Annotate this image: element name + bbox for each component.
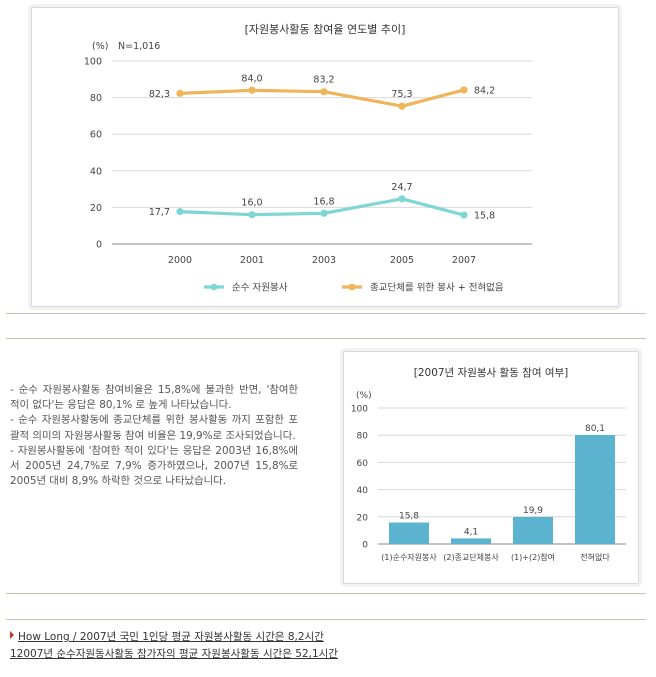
x-tick-label: 2005 (390, 255, 414, 266)
data-label: 84,2 (474, 85, 495, 96)
description: - 순수 자원봉사활동 참여비율은 15,8%에 불과한 반면, '참여한 적이… (10, 383, 298, 489)
legend-label: 종교단체를 위한 봉사 + 전혀없음 (370, 282, 504, 294)
y-tick-label: 20 (357, 513, 369, 523)
data-point (460, 211, 468, 219)
x-tick-label: 2007 (452, 255, 476, 266)
data-label: 17,7 (149, 207, 170, 218)
divider-top (6, 313, 646, 314)
unit-label: (%) (356, 391, 372, 401)
data-point (460, 86, 468, 94)
x-tick-label: (1)순수자원봉사 (381, 553, 437, 562)
description-line: - 순수 자원봉사활동에 종교단체를 위한 봉사활동 까지 포함한 포괄적 의미… (10, 414, 298, 442)
y-tick-label: 40 (357, 486, 369, 496)
data-label: 24,7 (391, 182, 412, 193)
legend-marker (348, 283, 356, 291)
sample-size-note: N=1,016 (118, 41, 160, 52)
y-tick-label: 80 (357, 432, 369, 442)
link-how-long[interactable]: How Long / 2007년 국민 1인당 평균 자원봉사활동 시간은 8,… (18, 631, 324, 643)
chart-title: [2007년 자원봉사 활동 참여 여부] (414, 366, 569, 379)
legend-marker (210, 283, 218, 291)
data-label: 16,8 (313, 196, 334, 207)
data-label: 4,1 (464, 527, 478, 537)
y-tick-label: 40 (90, 166, 102, 177)
data-label: 84,0 (241, 73, 262, 84)
y-tick-label: 100 (351, 405, 368, 415)
data-label: 19,9 (523, 506, 543, 516)
data-label: 15,8 (399, 512, 419, 522)
link-row: How Long / 2007년 국민 1인당 평균 자원봉사활동 시간은 8,… (10, 629, 338, 646)
legend-label: 순수 자원봉사 (232, 283, 288, 294)
divider-lower (6, 593, 646, 594)
y-tick-label: 60 (90, 130, 102, 141)
data-point (320, 209, 328, 217)
bar (513, 516, 553, 544)
data-point (248, 86, 256, 94)
data-point (398, 102, 406, 110)
data-label: 83,2 (313, 75, 334, 86)
unit-label: (%) (92, 41, 108, 52)
x-tick-label: 2000 (168, 255, 192, 266)
data-label: 80,1 (585, 424, 605, 434)
y-tick-label: 60 (357, 459, 369, 469)
y-tick-label: 20 (90, 203, 102, 214)
line-chart-panel: [자원봉사활동 참여율 연도별 추이] (%) N=1,016 0 20 40 60 80 10… (31, 7, 619, 307)
chart-title: [자원봉사활동 참여율 연도별 추이] (245, 22, 406, 36)
description-line: - 순수 자원봉사활동 참여비율은 15,8%에 불과한 반면, '참여한 적이… (10, 384, 298, 412)
bar (451, 538, 491, 544)
x-tick-label: 2003 (312, 255, 336, 266)
data-point (398, 195, 406, 203)
divider-bottom (6, 619, 646, 620)
y-tick-label: 80 (90, 93, 102, 104)
data-label: 16,0 (241, 198, 262, 209)
data-label: 15,8 (474, 211, 495, 222)
data-point (176, 89, 184, 97)
bar-chart: [2007년 자원봉사 활동 참여 여부] (%) 0 20 40 60 80 100 15,8… (351, 366, 626, 562)
data-label: 82,3 (149, 89, 170, 100)
link-average-hours[interactable]: 12007년 순수자원동사활동 참가자의 평균 자원봉사활동 시간은 52,1시… (10, 648, 338, 660)
y-tick-label: 0 (96, 240, 102, 251)
x-tick-label: (2)종교단체봉사 (443, 552, 499, 562)
x-tick-label: (1)+(2)참여 (511, 552, 555, 562)
bar-chart-panel: [2007년 자원봉사 활동 참여 여부] (%) 0 20 40 60 80 100 15,8… (343, 351, 639, 584)
data-point (176, 208, 184, 216)
link-row: 12007년 순수자원동사활동 참가자의 평균 자원봉사활동 시간은 52,1시… (10, 646, 338, 663)
line-chart: [자원봉사활동 참여율 연도별 추이] (%) N=1,016 0 20 40 60 80 10… (84, 22, 532, 294)
y-tick-label: 100 (84, 57, 102, 68)
x-tick-label: 2001 (240, 255, 264, 266)
data-label: 75,3 (391, 89, 412, 100)
y-tick-label: 0 (362, 541, 368, 551)
bar (389, 522, 429, 544)
description-line: - 자원봉사활동에 '참여한 적이 있다'는 응답은 2003년 16,8%에서… (10, 444, 298, 488)
related-links: How Long / 2007년 국민 1인당 평균 자원봉사활동 시간은 8,… (10, 629, 338, 663)
bar (575, 435, 615, 544)
x-tick-label: 전혀없다 (580, 552, 610, 562)
divider-middle (6, 338, 646, 339)
data-point (248, 211, 256, 219)
arrow-bullet-icon (10, 631, 14, 639)
data-point (320, 88, 328, 96)
